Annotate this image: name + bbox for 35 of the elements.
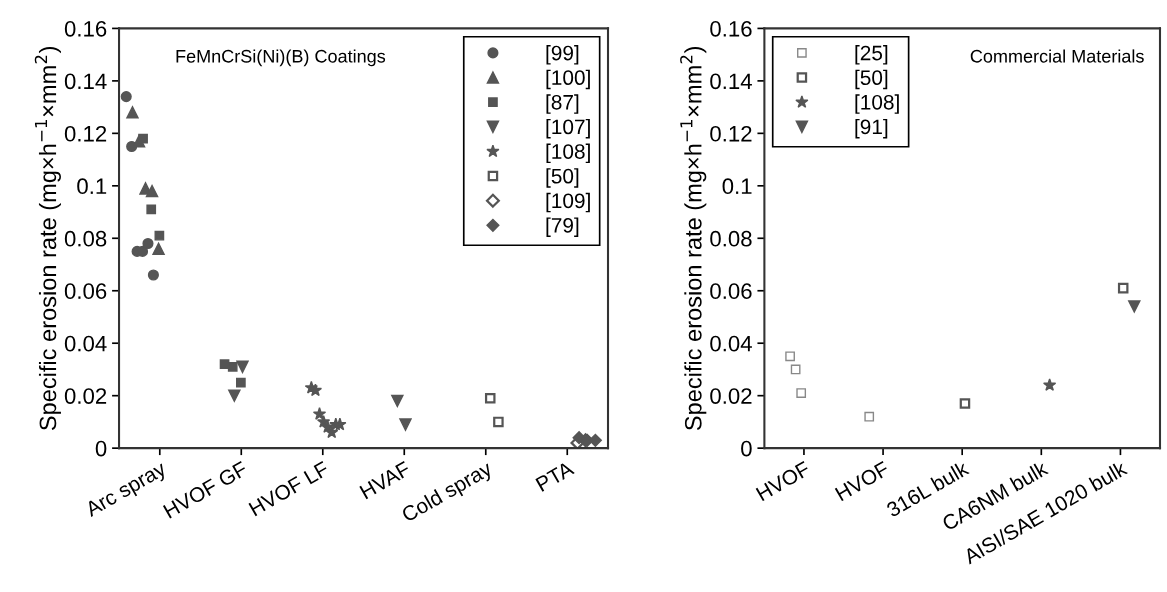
y-axis-title: Specific erosion rate (mg×h$^{−1}$×mm$^{2}$) bbox=[34, 46, 61, 431]
legend-label: [50] bbox=[546, 168, 579, 188]
y-tick-label: 0.06 bbox=[710, 283, 752, 300]
y-tick-label: 0.02 bbox=[64, 388, 107, 404]
legend-label: [87] bbox=[546, 94, 579, 114]
y-tick-label: 0 bbox=[95, 440, 107, 457]
y-tick-label: 0.08 bbox=[710, 230, 752, 247]
y-tick-label: 0 bbox=[741, 440, 752, 457]
legend-label: [79] bbox=[546, 217, 579, 237]
legend-label: [91] bbox=[855, 118, 888, 139]
y-tick-label: 0.16 bbox=[710, 20, 752, 37]
y-tick-label: 0.02 bbox=[710, 388, 752, 404]
y-axis-title: Specific erosion rate (mg×h$^{−1}$×mm$^{2}$) bbox=[680, 46, 707, 431]
legend-label: [50] bbox=[855, 69, 888, 90]
y-tick-label: 0.1 bbox=[722, 178, 752, 195]
y-tick-label: 0.12 bbox=[710, 125, 752, 142]
y-tick-label: 0.06 bbox=[64, 283, 107, 300]
legend-label: [100] bbox=[546, 69, 590, 90]
y-tick-label: 0.04 bbox=[710, 335, 752, 352]
y-tick-label: 0.1 bbox=[77, 178, 107, 195]
y-tick-label: 0.14 bbox=[64, 73, 107, 90]
x-tick-label: PTA bbox=[535, 460, 575, 492]
annotation: FeMnCrSi(Ni)(B) Coatings bbox=[176, 49, 386, 67]
legend-label: [99] bbox=[546, 45, 579, 65]
y-tick-label: 0.08 bbox=[64, 230, 107, 247]
legend-label: [107] bbox=[546, 118, 590, 139]
y-tick-label: 0.04 bbox=[64, 335, 107, 352]
annotation: Commercial Materials bbox=[970, 49, 1144, 63]
legend-label: [108] bbox=[546, 143, 590, 164]
y-tick-label: 0.14 bbox=[710, 73, 752, 90]
legend-label: [25] bbox=[855, 45, 888, 65]
legend-label: [109] bbox=[546, 192, 590, 213]
y-tick-label: 0.16 bbox=[64, 20, 107, 37]
legend-label: [108] bbox=[855, 94, 899, 114]
y-tick-label: 0.12 bbox=[64, 125, 107, 142]
